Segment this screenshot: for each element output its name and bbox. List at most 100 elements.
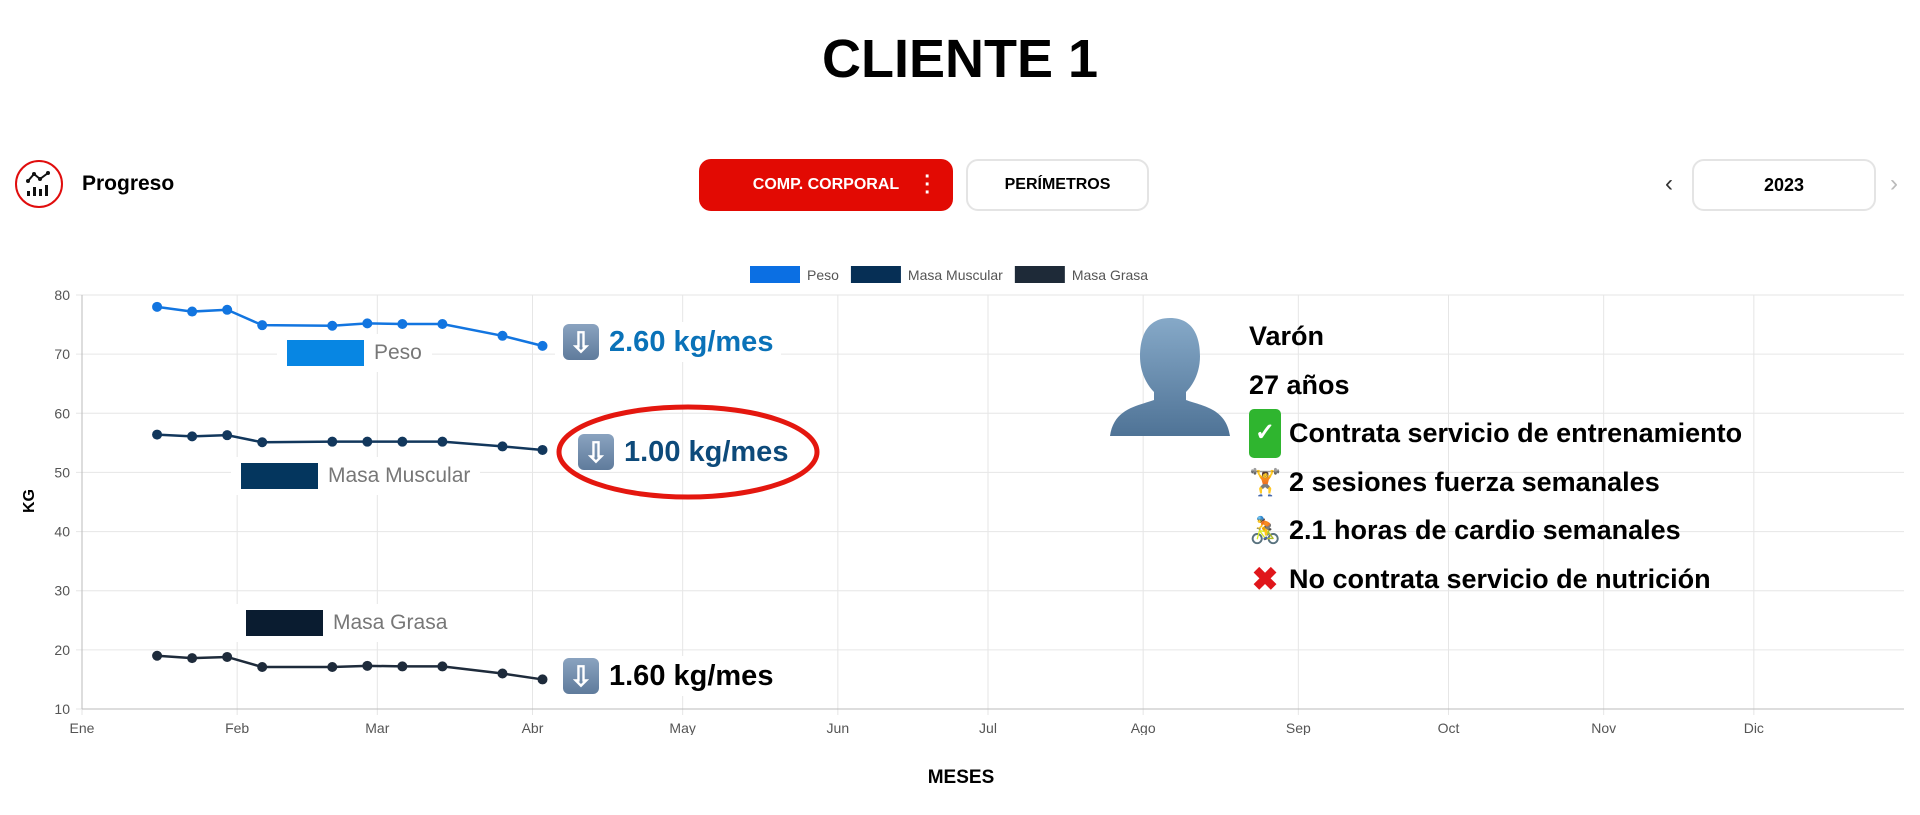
client-gender: Varón xyxy=(1249,321,1325,351)
legend-label: Peso xyxy=(807,267,839,283)
y-tick-label: 40 xyxy=(54,524,70,540)
x-tick-label: Jul xyxy=(979,720,997,735)
inline-label-masa-muscular: Masa Muscular xyxy=(231,457,481,495)
data-point xyxy=(257,662,268,673)
annotation-text: 1.60 kg/mes xyxy=(609,659,774,692)
x-tick-label: Abr xyxy=(522,720,544,735)
x-axis-label: MESES xyxy=(927,767,995,788)
legend-swatch xyxy=(850,266,901,283)
annotation-masa-muscular: ⇩ 1.00 kg/mes xyxy=(570,432,796,472)
info-text: 2.1 horas de cardio semanales xyxy=(1289,515,1681,545)
info-item: ✓ Contrata servicio de entrenamiento xyxy=(1249,409,1742,458)
cyclist-icon: 🚴 xyxy=(1249,515,1282,545)
x-tick-label: Oct xyxy=(1438,720,1460,735)
legend-swatch xyxy=(750,266,800,283)
client-info: Varón 27 años ✓ Contrata servicio de entr… xyxy=(1249,312,1742,603)
annotation-masa-grasa: ⇩ 1.60 kg/mes xyxy=(555,656,782,696)
data-point xyxy=(362,660,373,671)
data-point xyxy=(222,304,233,315)
data-point xyxy=(152,650,163,661)
legend-label: Masa Muscular xyxy=(908,267,1003,283)
x-tick-label: Ene xyxy=(70,720,95,735)
data-point xyxy=(257,437,268,448)
info-text: 2 sesiones fuerza semanales xyxy=(1289,466,1660,497)
kebab-menu-icon[interactable]: · · · xyxy=(924,166,931,204)
page-title: CLIENTE 1 xyxy=(821,29,1099,89)
data-point xyxy=(437,661,448,672)
inline-label-text: Masa Muscular xyxy=(328,464,471,487)
data-point xyxy=(327,436,338,447)
x-tick-label: Jun xyxy=(827,720,850,735)
inline-label-text: Masa Grasa xyxy=(333,611,448,634)
data-point xyxy=(152,429,163,440)
data-point xyxy=(152,301,163,312)
x-tick-label: Sep xyxy=(1286,720,1311,735)
data-point xyxy=(437,318,448,329)
series-line xyxy=(157,433,543,452)
down-arrow-icon: ⇩ xyxy=(563,324,599,360)
data-point xyxy=(437,436,448,447)
data-point xyxy=(327,320,338,331)
series-line xyxy=(156,654,543,681)
check-mark-icon: ✓ xyxy=(1249,409,1281,458)
data-point xyxy=(257,320,268,331)
legend-swatch xyxy=(241,463,318,489)
tab-label: COMP. CORPORAL xyxy=(752,176,900,193)
x-tick-label: Feb xyxy=(225,720,249,735)
y-tick-label: 70 xyxy=(54,346,70,362)
client-age: 27 años xyxy=(1249,369,1350,400)
x-tick-label: Dic xyxy=(1744,720,1764,735)
chevron-right-icon[interactable]: › xyxy=(1890,170,1898,197)
y-axis-label: KG xyxy=(21,489,38,513)
y-tick-label: 30 xyxy=(54,583,70,599)
data-point xyxy=(187,431,198,442)
data-point xyxy=(497,441,508,452)
data-point xyxy=(537,674,548,685)
annotation-text: 1.00 kg/mes xyxy=(624,435,789,468)
year-selector[interactable]: 2023 xyxy=(1692,159,1876,211)
data-point xyxy=(327,662,338,673)
data-point xyxy=(537,340,548,351)
inline-label-peso: Peso xyxy=(277,334,432,372)
data-point xyxy=(397,661,408,672)
tab-perimetros[interactable]: PERÍMETROS xyxy=(966,159,1149,211)
data-point xyxy=(397,318,408,329)
data-point xyxy=(222,651,233,662)
y-tick-label: 80 xyxy=(54,287,70,303)
tab-comp-corporal[interactable]: COMP. CORPORAL · · · xyxy=(699,159,953,211)
person-silhouette-icon xyxy=(1110,318,1230,436)
annotation-text: 2.60 kg/mes xyxy=(609,325,774,358)
x-tick-label: Nov xyxy=(1591,720,1616,735)
data-point xyxy=(497,330,508,341)
chevron-left-icon[interactable]: ‹ xyxy=(1665,170,1673,197)
inline-label-text: Peso xyxy=(374,341,422,364)
x-tick-label: Ago xyxy=(1131,720,1156,735)
info-item: 🚴 2.1 horas de cardio semanales xyxy=(1249,506,1742,555)
data-point xyxy=(497,668,508,679)
cross-mark-icon: ✖ xyxy=(1251,560,1279,597)
data-point xyxy=(187,653,198,664)
data-point xyxy=(362,318,373,329)
series-line xyxy=(156,305,543,348)
info-text: No contrata servicio de nutrición xyxy=(1289,563,1711,594)
legend-label: Masa Grasa xyxy=(1072,267,1148,283)
chart-progress-icon xyxy=(15,160,63,208)
info-item: 🏋 2 sesiones fuerza semanales xyxy=(1249,458,1742,507)
legend-swatch xyxy=(1014,266,1065,283)
annotation-peso: ⇩ 2.60 kg/mes xyxy=(555,322,782,362)
legend-swatch xyxy=(246,610,323,636)
data-point xyxy=(362,436,373,447)
y-tick-label: 10 xyxy=(54,701,70,717)
down-arrow-icon: ⇩ xyxy=(578,434,614,470)
info-item: ✖ No contrata servicio de nutrición xyxy=(1249,555,1742,604)
x-tick-label: May xyxy=(669,720,695,735)
down-arrow-icon: ⇩ xyxy=(563,658,599,694)
year-value: 2023 xyxy=(1763,174,1805,195)
y-tick-label: 60 xyxy=(54,405,70,421)
data-point xyxy=(187,306,198,317)
x-tick-label: Mar xyxy=(365,720,389,735)
section-label: Progreso xyxy=(82,172,175,195)
legend-swatch xyxy=(287,340,364,366)
line-chart: 10 20 30 40 50 60 70 80 Ene Feb Mar Abr May Jun Jul Ago… xyxy=(54,266,1904,735)
inline-label-masa-grasa: Masa Grasa xyxy=(236,604,458,642)
